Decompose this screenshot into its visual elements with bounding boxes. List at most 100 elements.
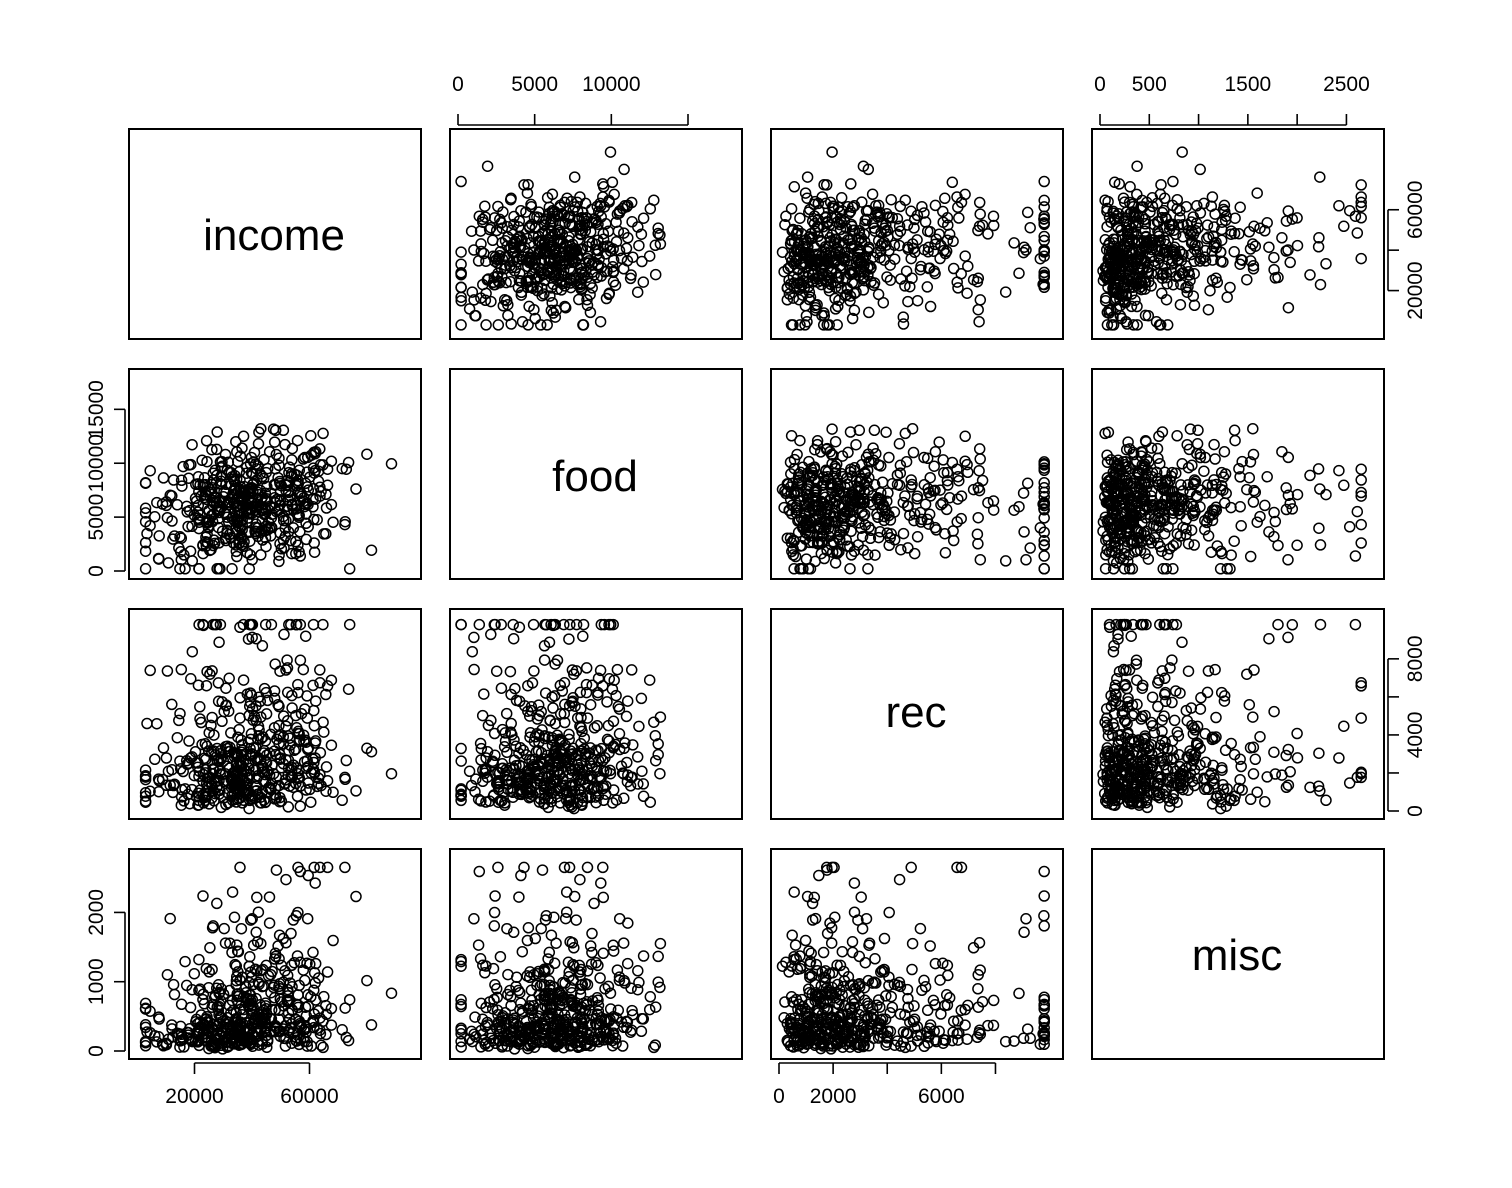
point-food-income [202,486,215,498]
point-food-misc [1166,493,1179,505]
point-rec-misc [1131,674,1143,686]
point-income-food [473,210,486,222]
point-income-rec [897,311,910,323]
point-food-income [250,521,262,533]
point-income-misc [1125,288,1138,300]
point-food-rec [841,472,853,484]
point-food-misc [1320,488,1332,501]
point-misc-income [211,897,223,910]
point-misc-income [228,1038,241,1050]
point-misc-income [278,1032,290,1045]
point-food-misc [1171,430,1183,442]
point-income-rec [852,234,865,246]
point-income-misc [1108,284,1120,296]
point-food-misc [1241,483,1253,496]
point-income-rec [1017,246,1030,259]
point-rec-food [652,748,664,761]
point-rec-food [601,733,614,746]
point-rec-income [193,765,206,777]
panel-income-vs-income [128,128,422,340]
point-food-misc [1282,489,1295,502]
point-income-rec [908,213,921,226]
point-rec-income [317,716,329,728]
point-rec-income [152,773,165,785]
point-income-misc [1131,160,1143,172]
point-misc-income [153,1013,165,1025]
point-income-food [492,275,505,288]
point-rec-misc [1110,618,1122,631]
point-rec-food [637,778,650,790]
point-rec-income [144,664,156,677]
point-income-misc [1228,227,1241,240]
point-income-misc [1259,225,1271,237]
point-rec-misc [1286,619,1299,631]
point-income-misc [1135,276,1147,288]
point-food-income [342,456,355,469]
point-rec-food [507,618,519,631]
point-rec-income [220,699,233,711]
point-rec-misc [1106,798,1119,811]
point-food-income [139,502,152,515]
point-income-misc [1269,272,1282,284]
point-rec-food [561,785,573,797]
point-food-misc [1127,534,1139,547]
point-rec-misc [1194,742,1206,755]
point-income-rec [827,202,839,215]
point-rec-misc [1136,682,1149,694]
point-rec-food [610,689,622,702]
point-food-rec [850,438,862,451]
point-income-misc [1114,241,1126,254]
point-income-misc [1313,232,1325,244]
point-food-income [294,525,306,538]
point-income-misc [1224,281,1236,294]
point-rec-income [139,769,152,782]
point-income-food [559,300,571,313]
point-rec-food [606,683,619,695]
point-misc-income [234,861,246,874]
point-income-rec [1008,237,1020,249]
point-food-rec [924,471,936,484]
point-misc-income [321,966,334,978]
point-rec-misc [1125,630,1137,642]
point-food-income [320,502,333,514]
point-income-rec [838,215,851,227]
point-income-rec [817,253,830,265]
point-rec-income [222,705,235,717]
point-income-food [595,270,608,282]
point-income-rec [838,230,850,242]
point-rec-food [476,709,489,722]
point-rec-income [215,747,227,760]
point-rec-misc [1159,695,1172,708]
point-rec-income [181,758,193,771]
point-rec-food [547,702,559,714]
panel-frame-food-misc [1091,368,1385,580]
point-income-rec [865,261,877,274]
point-income-misc [1108,176,1121,189]
point-rec-income [340,754,353,767]
point-rec-income [234,712,246,724]
point-rec-food [607,715,620,728]
point-income-food [479,200,491,212]
point-rec-misc [1128,779,1141,791]
point-rec-misc [1160,763,1172,775]
point-income-rec [987,210,1000,222]
point-income-food [649,239,662,252]
point-rec-income [297,663,310,676]
point-income-misc [1162,234,1174,247]
point-food-misc [1166,466,1178,479]
point-rec-income [183,797,196,810]
point-income-rec [959,250,971,262]
point-food-rec [787,534,800,546]
point-rec-food [611,663,624,676]
point-misc-income [193,953,205,966]
point-income-food [522,276,534,288]
point-income-rec [901,219,914,231]
point-food-income [231,513,243,525]
point-food-misc [1158,527,1171,540]
point-income-food [522,319,534,331]
point-rec-food [616,767,629,779]
point-income-misc [1188,267,1200,280]
point-income-food [571,196,584,209]
point-income-misc [1282,244,1294,256]
point-food-misc [1154,457,1166,470]
